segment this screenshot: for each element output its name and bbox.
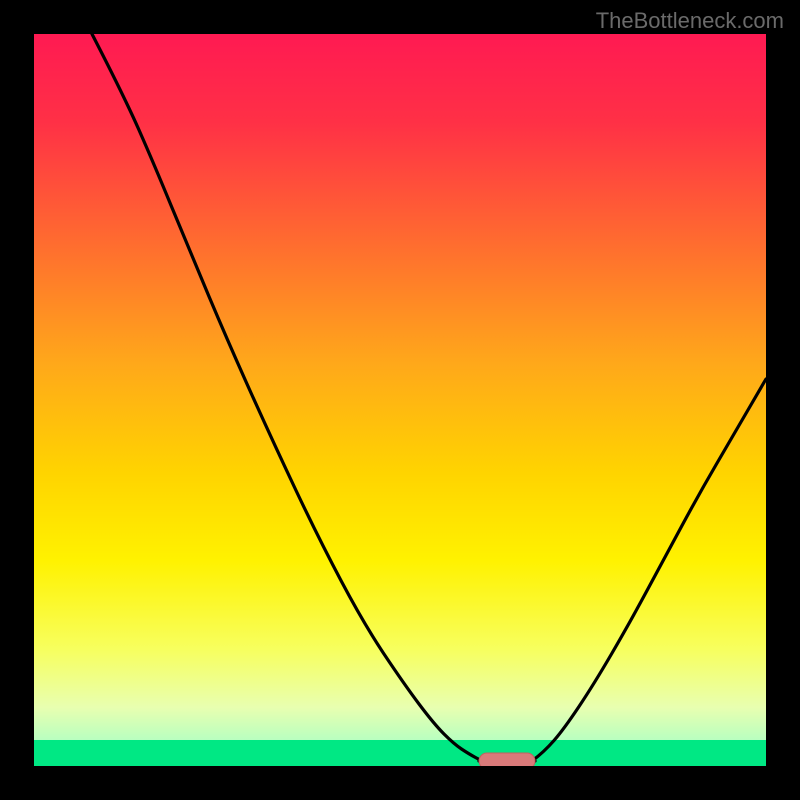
bottleneck-marker xyxy=(479,753,535,766)
watermark-text: TheBottleneck.com xyxy=(596,8,784,34)
marker-layer xyxy=(34,34,766,766)
plot-area xyxy=(34,34,766,766)
chart-frame: TheBottleneck.com xyxy=(0,0,800,800)
